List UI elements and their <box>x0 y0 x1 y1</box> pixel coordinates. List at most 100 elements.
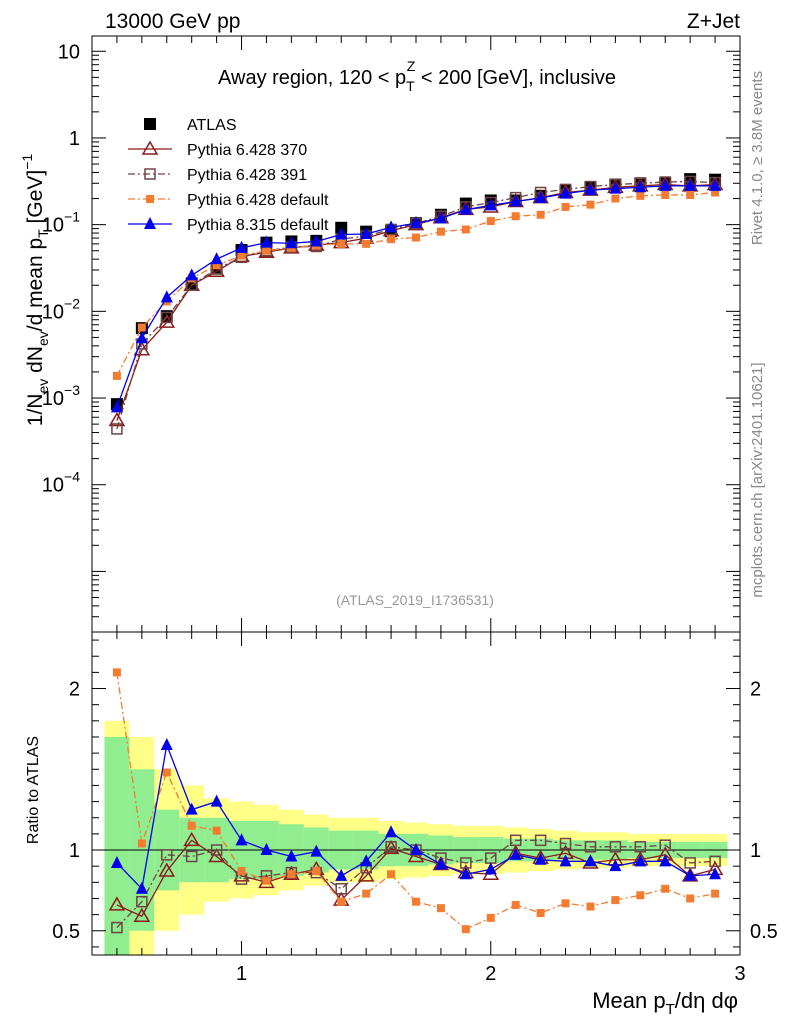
series-pythia-6-428-default-point <box>212 261 221 270</box>
ratio-pythia-8-315-default-point <box>410 843 422 856</box>
legend-label: Pythia 6.428 370 <box>187 142 307 159</box>
ratio-pythia-6-428-default-point <box>337 897 346 906</box>
ratio-pythia-6-428-default-point <box>486 913 495 922</box>
ratio-pythia-6-428-default-point <box>711 889 720 898</box>
x-tick-label: 3 <box>734 963 745 985</box>
series-pythia-6-428-370-point <box>208 262 225 278</box>
ratio-pythia-6-428-default-point <box>661 884 670 893</box>
series-pythia-8-315-default-point <box>684 178 697 191</box>
ratio-pythia-6-428-default-point <box>137 839 146 848</box>
ratio-y-tick-label-right: 1 <box>750 840 761 862</box>
series-pythia-6-428-default-point <box>661 190 670 199</box>
ratio-pythia-6-428-391-point <box>634 841 647 853</box>
ratio-pythia-6-428-391-point <box>161 849 173 861</box>
ratio-pythia-6-428-default-point <box>287 870 296 879</box>
ratio-pythia-6-428-default-point <box>461 925 470 934</box>
ratio-pythia-6-428-default-point <box>187 821 196 830</box>
series-pythia-8-315-default-point <box>584 183 597 196</box>
plot-title: Away region, 120 < pTZ < 200 [GeV], incl… <box>218 58 616 94</box>
legend-marker <box>141 140 159 155</box>
ratio-pythia-8-315-default-point <box>310 844 323 857</box>
ratio-y-tick-label: 1 <box>69 840 80 862</box>
ratio-pythia-6-428-370-point <box>158 862 176 877</box>
ratio-pythia-6-428-370-point <box>133 907 151 922</box>
series-pythia-8-315-default-point <box>235 240 248 253</box>
analysis-watermark: (ATLAS_2019_I1736531) <box>336 592 494 608</box>
ratio-pythia-8-315-default-point <box>235 833 248 846</box>
ratio-pythia-6-428-default-point <box>686 894 695 903</box>
ratio-pythia-6-428-391-point <box>709 855 721 868</box>
series-pythia-8-315-default-point <box>385 220 398 233</box>
header-right: Z+Jet <box>687 10 740 33</box>
series-pythia-6-428-default-point <box>112 371 121 380</box>
ratio-pythia-6-428-391-point <box>385 841 397 853</box>
ratio-pythia-6-428-default-point <box>511 900 520 909</box>
series-pythia-6-428-391-point <box>161 311 173 324</box>
mcplots-label: mcplots.cern.ch [arXiv:2401.10621] <box>749 362 766 597</box>
series-pythia-8-315-default-point <box>559 186 572 199</box>
ratio-pythia-8-315-default-point <box>459 867 472 880</box>
ratio-pythia-6-428-391-point <box>185 850 198 863</box>
ratio-pythia-8-315-default-point <box>385 825 398 838</box>
ratio-pythia-6-428-default-point <box>112 668 121 677</box>
ratio-pythia-6-428-default-point <box>536 909 545 918</box>
ratio-pythia-8-315-default-point <box>509 847 522 860</box>
ratio-pythia-6-428-391-point <box>584 841 597 853</box>
ratio-pythia-6-428-391-point <box>659 839 671 851</box>
series-pythia-8-315-default-point <box>260 235 273 248</box>
series-pythia-8-315-default-point <box>285 236 298 249</box>
ratio-pythia-8-315-default-point <box>360 854 373 867</box>
main-panel: 10−4 10−3 10−2 10−1 1 10 1/Nev dNev/d mean pT … <box>19 35 741 633</box>
ratio-pythia-8-315-default-point <box>484 862 497 875</box>
ratio-pythia-6-428-391-point <box>609 841 622 853</box>
ratio-pythia-6-428-default-point <box>212 826 221 835</box>
ratio-y-axis-title: Ratio to ATLAS <box>25 736 42 844</box>
x-tick-label: 1 <box>236 963 247 985</box>
series-pythia-8-315-default-point <box>360 226 373 239</box>
header-left: 13000 GeV pp <box>105 10 240 33</box>
series-pythia-6-428-default-point <box>711 188 720 197</box>
series-pythia-6-428-default-point <box>511 212 520 221</box>
series-pythia-6-428-370-point <box>158 313 176 328</box>
x-axis-title: Mean pT/dη dφ <box>592 988 738 1018</box>
legend-marker <box>146 195 154 203</box>
ratio-pythia-8-315-default-point <box>584 854 597 867</box>
ratio-pythia-6-428-391-line <box>116 839 716 928</box>
ratio-pythia-8-315-default-point <box>684 868 697 881</box>
series-pythia-6-428-default-point <box>686 190 695 199</box>
ratio-pythia-6-428-391-point <box>210 844 223 856</box>
ratio-pythia-8-315-default-point <box>210 794 223 807</box>
ratio-pythia-6-428-default-point <box>436 904 445 913</box>
stat-band <box>104 736 130 955</box>
series-pythia-8-315-default-point <box>709 178 722 191</box>
series-pythia-6-428-default-point <box>362 239 371 248</box>
series-pythia-6-428-default-point <box>387 235 396 244</box>
ratio-pythia-8-315-default-point <box>434 857 447 870</box>
ratio-pythia-8-315-default-point <box>634 854 647 867</box>
ratio-pythia-6-428-391-point <box>684 857 696 869</box>
ratio-y-tick-label: 2 <box>69 679 80 701</box>
series-pythia-6-428-default-point <box>611 194 620 203</box>
ratio-pythia-6-428-default-point <box>387 870 396 879</box>
ratio-pythia-6-428-default-point <box>262 876 271 885</box>
series-pythia-8-315-default-point <box>185 268 198 281</box>
ratio-pythia-6-428-391-point <box>534 834 547 847</box>
series-pythia-8-315-default-point <box>659 178 672 191</box>
series-pythia-6-428-default-point <box>586 200 595 209</box>
ratio-pythia-8-315-default-point <box>135 881 148 894</box>
legend-marker <box>144 168 156 180</box>
ratio-pythia-6-428-default-point <box>586 902 595 911</box>
series-pythia-8-315-default-point <box>110 400 123 413</box>
ratio-pythia-6-428-default-point <box>312 867 321 876</box>
ratio-pythia-6-428-391-point <box>335 883 347 895</box>
y-tick-label: 10−2 <box>42 295 80 323</box>
series-pythia-8-315-default-point <box>459 202 472 215</box>
ratio-pythia-8-315-default-point <box>335 868 348 881</box>
y-axis-title: 1/Nev dNev/d mean pT [GeV]−1 <box>19 154 51 427</box>
ratio-pythia-6-428-default-point <box>162 768 171 777</box>
ratio-pythia-8-315-default-point <box>534 852 547 865</box>
series-pythia-6-428-default-point <box>536 210 545 219</box>
ratio-pythia-8-315-default-point <box>160 738 173 751</box>
